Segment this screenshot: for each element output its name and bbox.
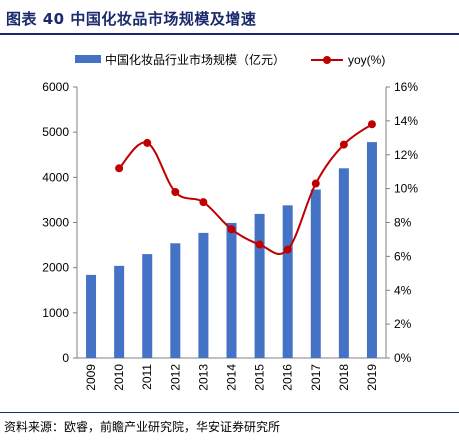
yoy-point (367, 120, 376, 129)
x-tick-label: 2019 (365, 364, 379, 391)
yoy-point (283, 245, 292, 254)
x-tick-label: 2015 (253, 364, 267, 391)
right-tick-label: 0% (394, 351, 412, 365)
right-tick-label: 8% (394, 216, 412, 230)
left-tick-label: 5000 (42, 125, 69, 139)
bar (226, 222, 237, 358)
bar (254, 213, 265, 358)
x-tick-label: 2012 (168, 364, 182, 391)
yoy-point (255, 240, 264, 249)
yoy-point (115, 164, 124, 173)
x-tick-label: 2017 (309, 364, 323, 391)
x-tick-label: 2010 (112, 364, 126, 391)
chart: 中国化妆品行业市场规模（亿元） yoy(%) 0 1000 2000 3000 4000… (42, 52, 418, 391)
chart-title: 图表 40 中国化妆品市场规模及增速 (6, 10, 257, 28)
right-tick-label: 14% (394, 114, 418, 128)
left-tick-label: 0 (62, 351, 69, 365)
bar (86, 274, 97, 358)
left-tick-label: 4000 (42, 170, 69, 184)
source-note: 资料来源：欧睿，前瞻产业研究院，华安证券研究所 (4, 420, 281, 434)
right-tick-label: 2% (394, 317, 412, 331)
source-divider (0, 412, 459, 413)
bar (282, 205, 293, 358)
yoy-point (339, 140, 348, 149)
x-tick-label: 2018 (337, 364, 351, 391)
yoy-point (171, 188, 180, 197)
yoy-point (311, 179, 320, 188)
left-tick-label: 1000 (42, 306, 69, 320)
title-divider (0, 33, 459, 35)
bar (142, 254, 153, 358)
yoy-point (199, 198, 208, 207)
right-tick-label: 6% (394, 249, 412, 263)
x-tick-label: 2009 (84, 364, 98, 391)
legend: 中国化妆品行业市场规模（亿元） yoy(%) (75, 52, 385, 67)
yoy-line (115, 120, 376, 255)
left-tick-label: 6000 (42, 80, 69, 94)
legend-line-marker (323, 56, 331, 64)
tick-labels: 0 1000 2000 3000 4000 5000 6000 0% 2% 4% 6% 8% 10% 12… (42, 80, 418, 391)
left-tick-label: 3000 (42, 216, 69, 230)
legend-bar-label: 中国化妆品行业市场规模（亿元） (105, 52, 285, 67)
bars (86, 142, 377, 358)
legend-line-label: yoy(%) (348, 53, 385, 67)
bar (310, 189, 321, 358)
bar (366, 142, 377, 358)
yoy-point (143, 138, 152, 147)
bar (198, 232, 209, 358)
bar (114, 265, 125, 358)
legend-bar-swatch (75, 55, 101, 63)
bar (170, 243, 181, 358)
yoy-line-path (118, 123, 373, 255)
right-tick-label: 16% (394, 80, 418, 94)
x-tick-label: 2014 (225, 364, 239, 391)
left-tick-label: 2000 (42, 261, 69, 275)
right-tick-label: 4% (394, 283, 412, 297)
bar (338, 168, 349, 358)
right-tick-label: 10% (394, 182, 418, 196)
x-tick-label: 2011 (140, 364, 154, 390)
right-tick-label: 12% (394, 148, 418, 162)
yoy-point (227, 225, 236, 234)
x-tick-label: 2013 (196, 364, 210, 391)
x-tick-label: 2016 (281, 364, 295, 391)
